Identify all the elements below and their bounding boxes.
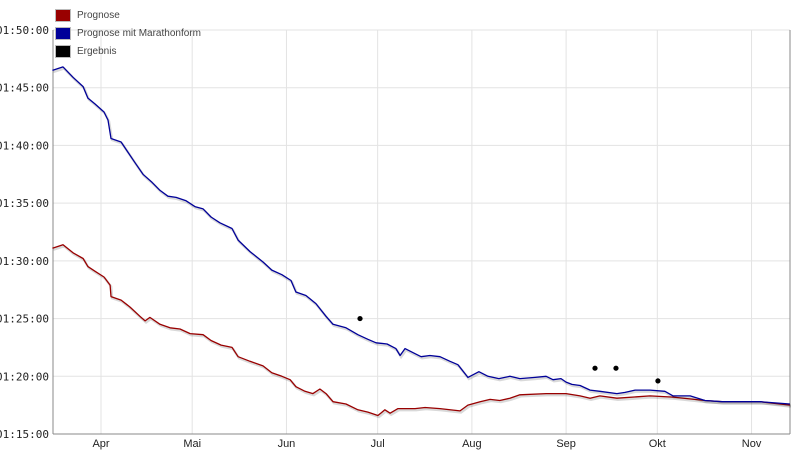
x-tick-label: Jul bbox=[371, 438, 385, 450]
x-tick-label: Mai bbox=[183, 438, 201, 450]
data-point bbox=[592, 365, 598, 371]
x-tick-label: Nov bbox=[742, 438, 762, 450]
y-tick-label: 01:25:00 bbox=[0, 313, 49, 326]
series-line bbox=[52, 244, 790, 417]
x-tick-label: Sep bbox=[556, 438, 576, 450]
data-point bbox=[357, 315, 363, 322]
y-tick-label: 01:50:00 bbox=[0, 24, 49, 37]
legend-item-marathonform[interactable]: Prognose mit Marathonform bbox=[55, 24, 201, 42]
series-2 bbox=[357, 315, 661, 384]
legend-label: Prognose mit Marathonform bbox=[77, 27, 201, 39]
x-tick-label: Aug bbox=[462, 438, 482, 450]
legend-swatch-ergebnis bbox=[55, 44, 71, 58]
y-tick-label: 01:15:00 bbox=[0, 428, 49, 441]
x-tick-label: Jun bbox=[278, 438, 296, 450]
y-tick-label: 01:45:00 bbox=[0, 82, 49, 95]
data-point bbox=[655, 378, 661, 384]
legend-swatch-prognose bbox=[55, 8, 71, 22]
x-tick-label: Okt bbox=[649, 438, 666, 450]
y-tick-label: 01:40:00 bbox=[0, 139, 49, 152]
legend-item-ergebnis[interactable]: Ergebnis bbox=[55, 42, 201, 60]
data-point bbox=[613, 365, 619, 371]
legend: Prognose Prognose mit Marathonform Ergeb… bbox=[55, 6, 201, 60]
legend-label: Ergebnis bbox=[77, 45, 117, 57]
legend-item-prognose[interactable]: Prognose bbox=[55, 6, 201, 24]
y-tick-label: 01:35:00 bbox=[0, 197, 49, 210]
series-line bbox=[52, 66, 790, 405]
y-tick-label: 01:30:00 bbox=[0, 255, 49, 268]
y-tick-label: 01:20:00 bbox=[0, 370, 49, 383]
series-line-shadow bbox=[53, 244, 792, 419]
series-0 bbox=[52, 244, 792, 419]
x-tick-label: Apr bbox=[92, 438, 109, 450]
series-line-shadow bbox=[53, 66, 791, 407]
legend-swatch-marathonform bbox=[55, 26, 71, 40]
legend-label: Prognose bbox=[77, 9, 120, 21]
series-1 bbox=[52, 66, 791, 407]
